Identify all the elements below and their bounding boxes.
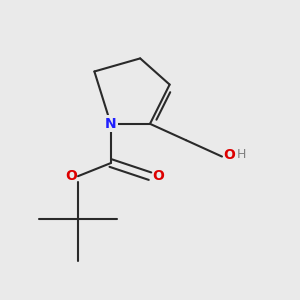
Text: O: O <box>65 169 77 183</box>
Text: N: N <box>105 117 117 131</box>
Text: H: H <box>237 148 246 161</box>
Text: O: O <box>223 148 235 162</box>
Text: O: O <box>152 169 164 183</box>
